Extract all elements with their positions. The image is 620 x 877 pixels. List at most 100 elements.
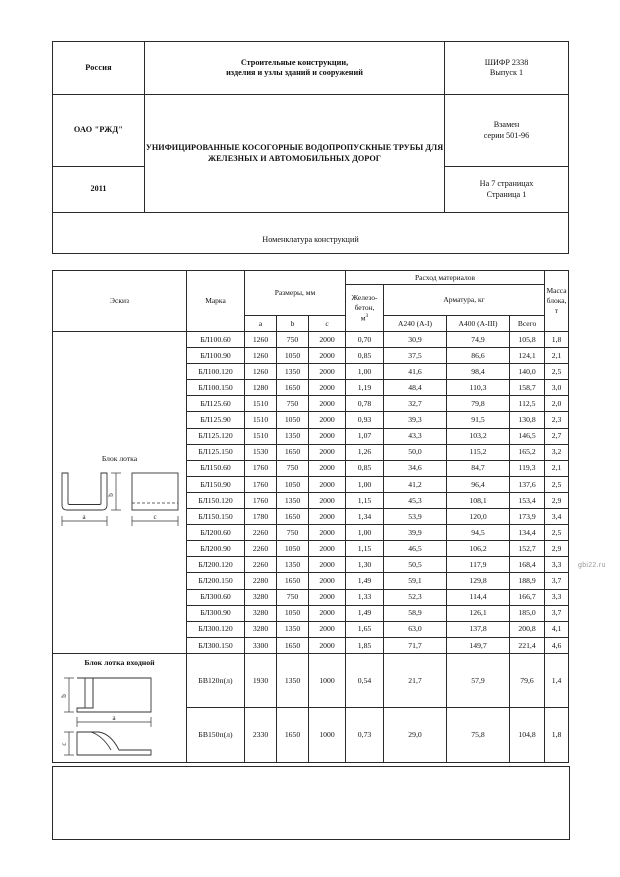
svg-text:a: a <box>112 714 116 722</box>
cell-rebar-a400: 86,6 <box>446 347 511 365</box>
cell-concrete: 1,19 <box>345 379 385 397</box>
cell-concrete: 1,26 <box>345 443 385 461</box>
cell-dim-a: 1780 <box>244 508 277 526</box>
cell-dim-c: 2000 <box>307 395 347 413</box>
table-row: БЛ200.120 2260 1350 2000 1,30 50,5 117,9 168,4 3… <box>53 556 570 574</box>
cell-mark: БЛ300.150 <box>186 636 245 654</box>
cell-rebar-total: 166,7 <box>509 588 546 606</box>
cell-rebar-a240: 59,1 <box>383 572 448 590</box>
cell-rebar-a400: 149,7 <box>446 636 511 654</box>
header-concrete-unit-text: м <box>360 313 366 323</box>
cell-mark: БЛ300.120 <box>186 620 245 638</box>
cell-rebar-a400: 108,1 <box>446 491 511 510</box>
cell-dim-a: 1760 <box>244 491 277 510</box>
cell-dim-b: 1050 <box>276 347 309 365</box>
cell-concrete: 1,07 <box>345 427 385 445</box>
code-line-1: ШИФР 2338 <box>484 57 529 67</box>
cell-mass: 3,4 <box>544 508 570 526</box>
cell-mark: БЛ150.120 <box>186 491 245 510</box>
table-header-row-3: a b c А240 (А-I) А400 (А-III) Всего <box>53 315 569 332</box>
cell-mass: 2,1 <box>544 347 570 365</box>
header-rebar-a240: А240 (А-I) <box>383 315 448 332</box>
country-cell: Россия <box>52 41 145 95</box>
cell-concrete: 1,65 <box>345 620 385 638</box>
cell-dim-a: 2260 <box>244 556 277 574</box>
cell-dim-a: 1530 <box>244 443 277 461</box>
cell-concrete: 0,85 <box>345 459 385 477</box>
year-cell: 2011 <box>52 166 145 213</box>
svg-text:c: c <box>60 742 68 745</box>
cell-dim-a: 1260 <box>244 347 277 365</box>
pages-cell: На 7 страницах Страница 1 <box>444 166 569 213</box>
table-row: БЛ300.120 3280 1350 2000 1,65 63,0 137,8 200,8 4… <box>53 620 570 638</box>
cell-dim-c: 2000 <box>307 411 347 429</box>
cell-mass: 2,5 <box>544 524 570 542</box>
cell-dim-c: 1000 <box>307 652 347 709</box>
cell-rebar-a240: 45,3 <box>383 491 448 510</box>
cell-rebar-a400: 98,4 <box>446 363 511 381</box>
table-row: Блок лотка b a c БЛ100.60 1260 750 2000 0,70… <box>52 330 570 654</box>
cell-rebar-a240: 32,7 <box>383 395 448 413</box>
cell-mass: 4,1 <box>544 620 570 638</box>
cell-concrete: 0,78 <box>345 395 385 413</box>
cell-rebar-total: 158,7 <box>509 379 546 397</box>
cell-rebar-total: 104,8 <box>509 707 546 763</box>
nomenclature-table: Эскиз Марка Размеры, мм Расход материало… <box>52 270 570 763</box>
sketch-cell-inlet-block: Блок лотка входной b a c <box>52 652 187 763</box>
cell-mark: БЛ125.90 <box>186 411 245 429</box>
cell-mark: БВ120п(л) <box>186 652 245 709</box>
cell-dim-a: 3280 <box>244 588 277 606</box>
cell-dim-a: 3280 <box>244 604 277 622</box>
cell-rebar-total: 221,4 <box>509 636 546 654</box>
cell-rebar-a240: 50,0 <box>383 443 448 461</box>
nomenclature-caption-cell: Номенклатура конструкций <box>52 212 569 254</box>
cell-rebar-a400: 79,8 <box>446 395 511 413</box>
cell-dim-c: 2000 <box>307 604 347 622</box>
cell-dim-c: 2000 <box>307 459 347 477</box>
cell-concrete: 0,73 <box>345 707 385 763</box>
cell-concrete: 1,49 <box>345 572 385 590</box>
table-row: БЛ200.60 2260 750 2000 1,00 39,9 94,5 134,4 2,5 <box>53 524 570 542</box>
cell-dim-b: 1350 <box>276 556 309 574</box>
cell-rebar-a240: 46,5 <box>383 540 448 558</box>
main-title-cell: Строительные конструкции, изделия и узлы… <box>144 41 445 95</box>
cell-mass: 2,1 <box>544 459 570 477</box>
cell-rebar-total: 152,7 <box>509 540 546 558</box>
cell-mass: 4,6 <box>544 636 570 654</box>
cell-rebar-total: 165,2 <box>509 443 546 461</box>
sketch-drawing: b a c <box>53 670 186 762</box>
cell-mass: 3,0 <box>544 379 570 397</box>
header-concrete-unit-exponent: 3 <box>365 312 369 319</box>
cell-dim-b: 1650 <box>276 572 309 590</box>
cell-concrete: 1,00 <box>345 475 385 493</box>
svg-text:b: b <box>107 493 115 497</box>
cell-mark: БЛ125.60 <box>186 395 245 413</box>
sub-title-line-2: ЖЕЛЕЗНЫХ И АВТОМОБИЛЬНЫХ ДОРОГ <box>208 153 381 163</box>
sketch-label: Блок лотка <box>101 453 138 463</box>
cell-rebar-total: 168,4 <box>509 556 546 574</box>
cell-rebar-a240: 37,5 <box>383 347 448 365</box>
cell-mass: 2,0 <box>544 395 570 413</box>
sketch-drawing: b a c <box>53 465 186 531</box>
cell-mark: БЛ125.120 <box>186 427 245 445</box>
cell-dim-c: 2000 <box>307 636 347 654</box>
table-row: БЛ300.90 3280 1050 2000 1,49 58,9 126,1 185,0 3,… <box>53 604 570 622</box>
cell-rebar-total: 105,8 <box>509 330 546 349</box>
cell-mass: 3,7 <box>544 572 570 590</box>
cell-dim-b: 1050 <box>276 540 309 558</box>
cell-dim-a: 1280 <box>244 379 277 397</box>
cell-dim-a: 1510 <box>244 411 277 429</box>
svg-text:a: a <box>82 513 86 521</box>
cell-rebar-total: 130,8 <box>509 411 546 429</box>
cell-dim-c: 2000 <box>307 540 347 558</box>
cell-rebar-a240: 34,6 <box>383 459 448 477</box>
cell-rebar-total: 185,0 <box>509 604 546 622</box>
cell-rebar-total: 173,9 <box>509 508 546 526</box>
main-title-line-1: Строительные конструкции, <box>240 57 349 67</box>
table-row: БЛ150.60 1760 750 2000 0,85 34,6 84,7 119,3 2,1 <box>53 459 570 477</box>
cell-mass: 3,7 <box>544 604 570 622</box>
cell-rebar-total: 153,4 <box>509 491 546 510</box>
cell-dim-a: 2280 <box>244 572 277 590</box>
sub-title-line-1: УНИФИЦИРОВАННЫЕ КОСОГОРНЫЕ ВОДОПРОПУСКНЫ… <box>145 143 444 152</box>
cell-concrete: 1,00 <box>345 363 385 381</box>
